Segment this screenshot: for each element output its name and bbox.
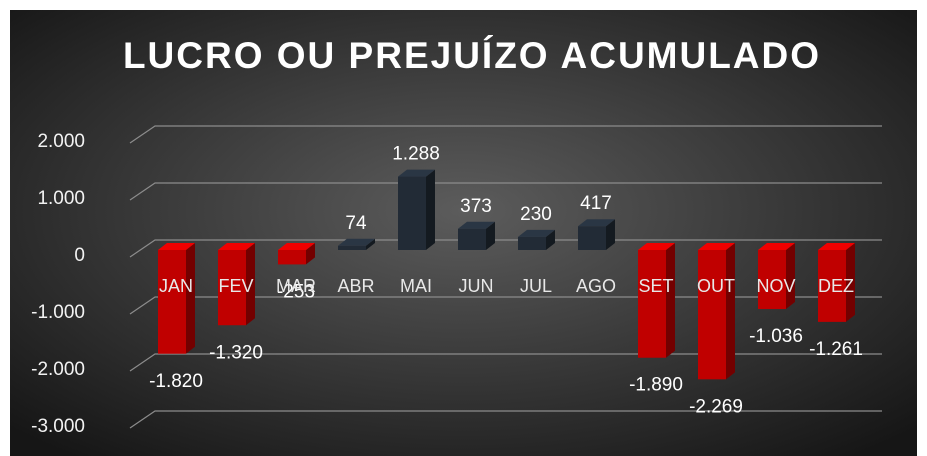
value-label: -1.036: [749, 326, 803, 347]
bar-top: [518, 229, 555, 237]
bar: [818, 243, 855, 322]
grid-line: [129, 239, 882, 258]
y-tick-label: 2.000: [37, 131, 85, 152]
bar-front: [278, 250, 306, 265]
bar-front: [818, 250, 846, 322]
value-label: 373: [460, 196, 492, 217]
x-tick-label: JAN: [159, 276, 193, 296]
bar: [338, 238, 375, 250]
bar-side: [546, 229, 555, 250]
bar-front: [758, 250, 786, 310]
bar-front: [698, 250, 726, 380]
value-label: 230: [520, 204, 552, 225]
bar-side: [786, 243, 795, 310]
bar-side: [726, 243, 735, 380]
x-tick-label: FEV: [218, 276, 253, 296]
x-tick-label: ABR: [337, 276, 374, 296]
y-tick-label: 0: [74, 245, 85, 266]
bar-top: [758, 243, 795, 250]
grid-line: [129, 182, 882, 201]
value-label: 417: [580, 193, 612, 214]
bar-top: [338, 238, 375, 246]
y-tick-label: -3.000: [31, 416, 85, 437]
value-label: -1.320: [209, 342, 263, 363]
bar: [278, 243, 315, 265]
value-label: 74: [345, 213, 367, 234]
bar-top: [398, 169, 435, 177]
bar-top: [278, 243, 315, 250]
bar-front: [158, 250, 186, 354]
bar-side: [186, 243, 195, 354]
bar-top: [638, 243, 675, 250]
bar-top: [218, 243, 255, 250]
x-tick-label: JUL: [520, 276, 552, 296]
x-tick-label: DEZ: [818, 276, 854, 296]
bar: [158, 243, 195, 354]
bar-side: [366, 238, 375, 250]
value-label: 1.288: [392, 144, 440, 165]
bar-top: [818, 243, 855, 250]
bar: [578, 219, 615, 250]
x-tick-label: JUN: [459, 276, 494, 296]
bar-front: [398, 176, 426, 250]
value-label: -253: [277, 281, 315, 302]
value-label: -1.820: [149, 371, 203, 392]
value-label: -2.269: [689, 396, 743, 417]
x-tick-label: AGO: [576, 276, 616, 296]
bar-side: [846, 243, 855, 322]
chart-title: LUCRO OU PREJUÍZO ACUMULADO: [123, 35, 821, 76]
bar-side: [246, 243, 255, 326]
x-tick-label: MAR: [276, 276, 316, 296]
bar-top: [578, 219, 615, 227]
bar-top: [458, 221, 495, 229]
bar-front: [638, 250, 666, 358]
bar: [638, 243, 675, 358]
bar-top: [158, 243, 195, 250]
bar: [458, 221, 495, 250]
x-tick-label: OUT: [697, 276, 735, 296]
x-tick-label: MAI: [400, 276, 432, 296]
bar-top: [698, 243, 735, 250]
bar-side: [426, 169, 435, 250]
y-tick-label: -2.000: [31, 359, 85, 380]
bar-front: [218, 250, 246, 326]
bar-front: [578, 226, 606, 250]
bar: [398, 169, 435, 250]
bar-side: [306, 243, 315, 265]
y-tick-label: -1.000: [31, 302, 85, 323]
bar: [518, 229, 555, 250]
bar-front: [458, 228, 486, 250]
bar-side: [666, 243, 675, 358]
bar-side: [606, 219, 615, 250]
bar: [218, 243, 255, 326]
bar-front: [338, 245, 366, 250]
value-label: -1.890: [629, 375, 683, 396]
grid-line: [129, 125, 882, 144]
x-tick-label: NOV: [756, 276, 795, 296]
bar: [698, 243, 735, 380]
bar: [758, 243, 795, 310]
bar-side: [486, 221, 495, 250]
bar-front: [518, 236, 546, 250]
y-tick-label: 1.000: [37, 188, 85, 209]
x-tick-label: SET: [638, 276, 673, 296]
value-label: -1.261: [809, 339, 863, 360]
grid-line: [129, 410, 882, 429]
